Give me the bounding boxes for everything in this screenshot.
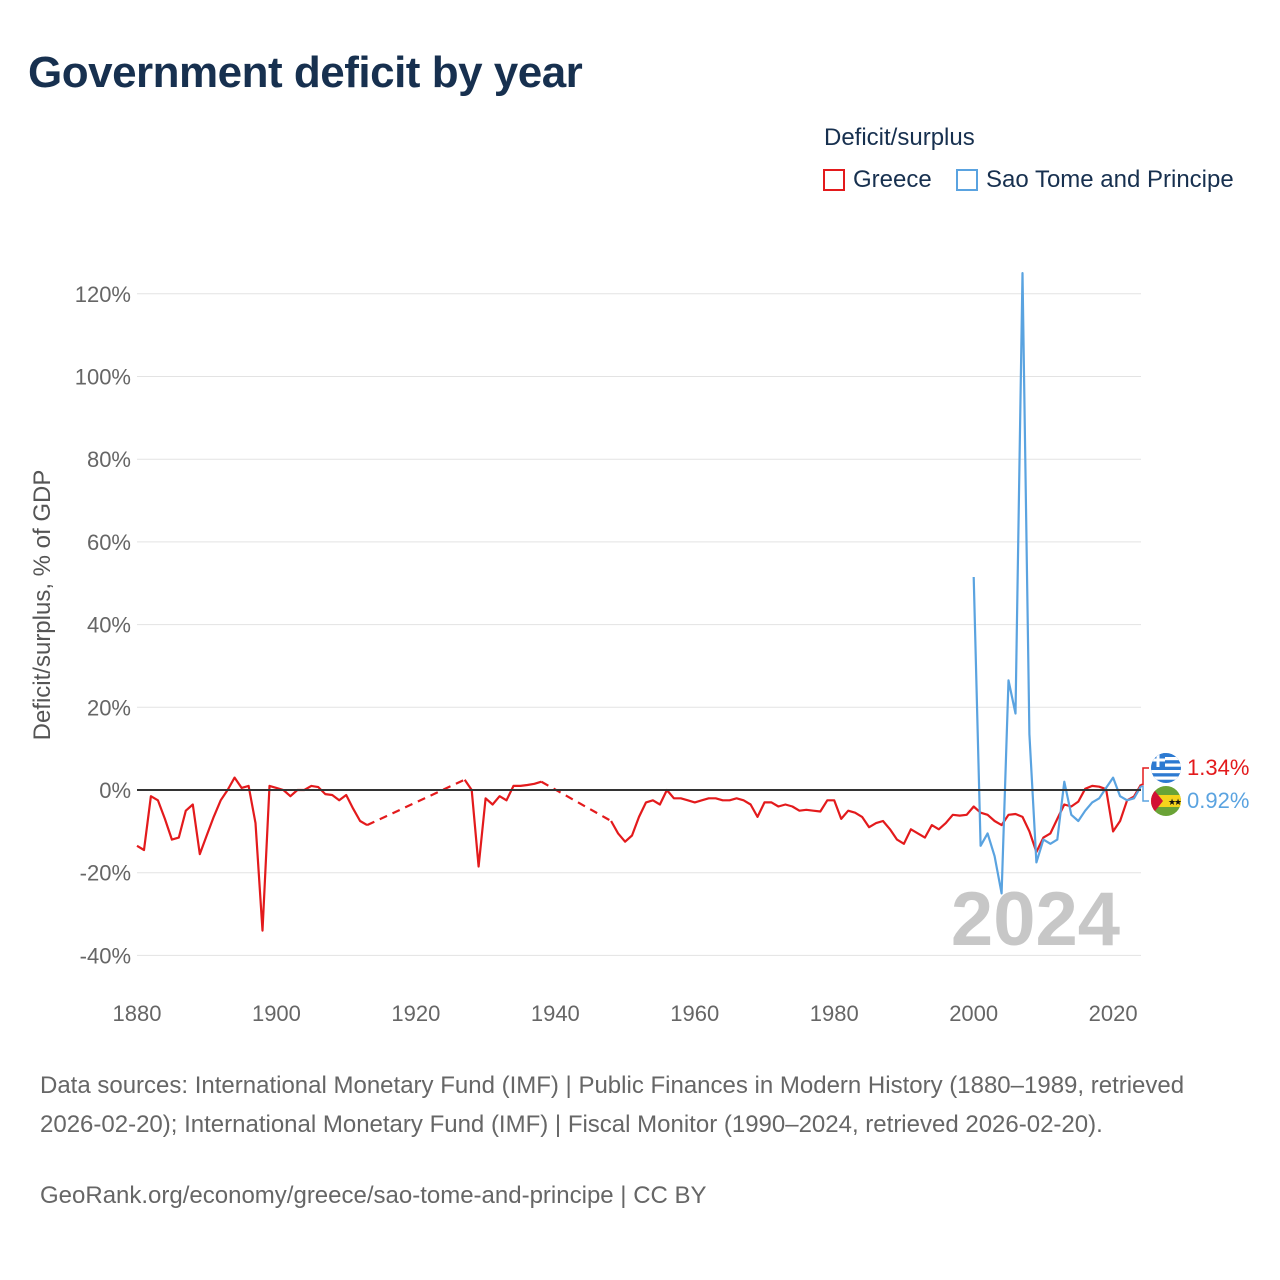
y-tick-label: 0% [99,778,131,803]
gridlines [137,293,1141,956]
x-axis-ticks: 1880 1900 1920 1940 1960 1980 2000 2020 [113,1001,1138,1026]
sao-tome-and-principe-end-value-label: 0.92% [1187,788,1249,813]
x-tick-label: 2000 [949,1001,998,1026]
greece-end-connector [1141,767,1149,786]
y-tick-label: 120% [75,282,131,307]
sao-tome-and-principe-series-line [972,272,1142,895]
x-tick-label: 1960 [670,1001,719,1026]
y-tick-label: 40% [87,613,131,638]
legend-item-greece[interactable]: Greece [823,166,932,194]
svg-text:★: ★ [1174,798,1182,808]
legend-swatch-greece [823,169,845,191]
y-tick-label: -20% [80,861,131,886]
sao-tome-and-principe-end-connector [1141,785,1149,802]
y-tick-label: 100% [75,365,131,390]
legend-title: Deficit/surplus [824,124,975,151]
legend-swatch-sao-tome-and-principe [956,169,978,191]
y-tick-label: 20% [87,695,131,720]
sao-tome-and-principe-flag-icon: ★ ★ [1151,786,1182,816]
legend-item-sao-tome-and-principe[interactable]: Sao Tome and Principe [956,166,1234,194]
x-tick-label: 1900 [252,1001,301,1026]
y-tick-label: 80% [87,447,131,472]
legend-label-greece: Greece [853,166,932,193]
attribution-link[interactable]: GeoRank.org/economy/greece/sao-tome-and-… [40,1182,707,1209]
series-lines [136,272,1142,932]
legend-label-sao-tome-and-principe: Sao Tome and Principe [986,166,1234,193]
greece-series-gap-line [540,780,612,822]
y-axis-ticks: -40% -20% 0% 20% 40% 60% 80% 100% 120% [75,282,131,969]
current-year-watermark: 2024 [951,877,1120,962]
y-axis-label: Deficit/surplus, % of GDP [29,470,56,741]
x-tick-label: 2020 [1089,1001,1138,1026]
greece-series-line [610,783,1142,854]
x-tick-label: 1940 [531,1001,580,1026]
y-tick-label: 60% [87,530,131,555]
greece-flag-icon [1151,753,1181,783]
greece-series-line [136,776,368,932]
greece-end-value-label: 1.34% [1187,755,1249,780]
chart-title: Government deficit by year [28,48,583,97]
greece-series-line [463,779,542,868]
x-tick-label: 1880 [113,1001,162,1026]
data-sources-note: Data sources: International Monetary Fun… [40,1072,1185,1138]
x-tick-label: 1920 [391,1001,440,1026]
x-tick-label: 1980 [810,1001,859,1026]
greece-series-gap-line [366,778,466,827]
chart-area: -40%-20%0%20%40%60%80%100%120% 1880 1900 1… [29,272,1249,1026]
y-tick-label: -40% [80,943,131,968]
svg-text:★: ★ [1168,798,1176,808]
